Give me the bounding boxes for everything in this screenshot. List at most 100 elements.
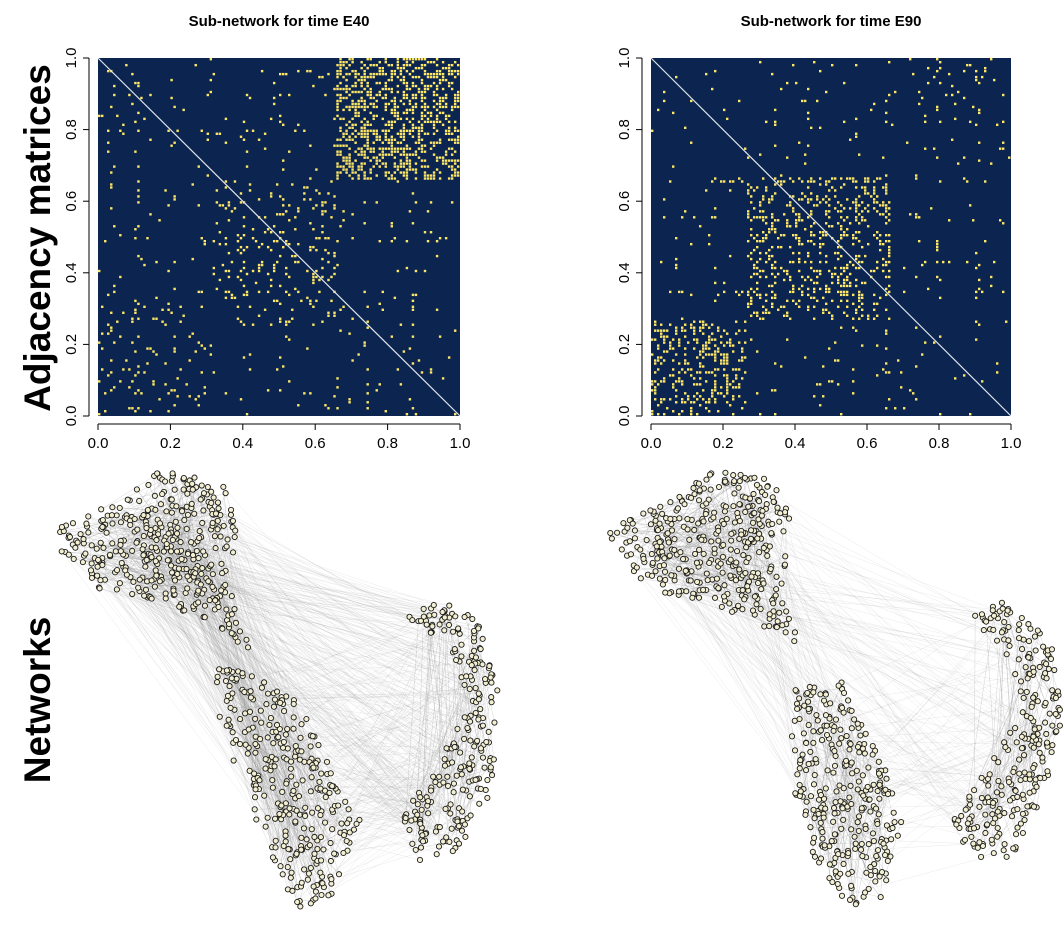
matrix-cell [393,162,397,165]
network-node [183,525,190,532]
matrix-cell [861,281,864,285]
network-node [180,475,187,482]
network-node [178,555,185,563]
matrix-cell [657,344,660,347]
network-edge [150,499,173,531]
matrix-cell [819,183,822,186]
network-edge [90,570,468,819]
matrix-cell [330,275,333,279]
network-node [416,856,424,863]
matrix-cell [837,222,840,225]
matrix-cell [149,410,152,413]
matrix-cell [885,329,888,332]
matrix-cell [399,323,403,326]
network-node [302,804,309,811]
matrix-cell [396,150,400,153]
matrix-cell [360,150,363,153]
network-edge [730,549,856,844]
matrix-cell [864,219,867,222]
matrix-cell [723,329,726,332]
network-edge [212,522,301,760]
matrix-cell [975,123,978,127]
matrix-cell [384,135,387,138]
matrix-cell [444,102,448,106]
matrix-cell [164,362,167,365]
matrix-cell [176,395,179,398]
network-node [262,765,269,772]
network-edge [310,735,440,847]
matrix-cell [441,105,445,109]
network-edge [739,503,1039,745]
matrix-cell [239,251,243,255]
matrix-cell [678,380,681,383]
matrix-cell [140,257,143,261]
network-node [191,474,198,481]
matrix-cell [915,216,918,219]
matrix-cell [390,150,394,153]
network-node [248,673,255,680]
network-edge [482,664,495,723]
matrix-cell [654,389,657,392]
matrix-cell [408,168,412,171]
matrix-cell [843,266,846,270]
network-edge [120,550,470,782]
matrix-cell [396,60,400,64]
matrix-cell [771,225,774,228]
matrix-cell [453,99,457,103]
matrix-cell [870,269,873,273]
network-edge [223,486,471,770]
matrix-cell [342,63,345,67]
matrix-cell [372,132,375,135]
matrix-cell [996,362,999,365]
matrix-cell [714,177,717,180]
network-edge [462,778,480,822]
matrix-cell [351,132,354,135]
matrix-cell [113,284,116,288]
matrix-cell [774,108,777,112]
matrix-cell [363,162,366,165]
matrix-cell [873,302,876,306]
matrix-cell [399,129,403,132]
matrix-cell [798,177,801,180]
network-node [454,725,461,733]
network-edge [208,581,457,776]
network-edge [230,725,333,810]
matrix-cell [705,380,708,383]
matrix-cell [714,266,717,270]
matrix-cell [846,216,849,219]
matrix-cell [822,308,825,311]
network-node [414,811,421,818]
network-edge [331,661,470,880]
adjacency-matrix-e90 [650,57,1012,417]
matrix-cell [846,266,849,270]
matrix-cell [846,198,849,201]
network-edge [717,561,843,708]
network-node [153,572,160,579]
network-edge [59,531,268,761]
matrix-cell [438,102,442,106]
matrix-cell [423,90,427,94]
matrix-cell [242,293,246,297]
matrix-cell [663,329,666,332]
matrix-cell [804,153,807,156]
matrix-cell [714,350,717,353]
matrix-cell [441,123,445,127]
matrix-cell [798,219,801,222]
network-edge [232,520,423,836]
matrix-cell [660,356,663,359]
matrix-cell [426,174,430,177]
network-node [152,567,159,574]
matrix-cell [714,389,717,392]
matrix-cell [279,213,282,216]
matrix-cell [309,245,312,249]
network-node [160,548,167,555]
matrix-cell [801,275,804,279]
matrix-cell [381,96,384,100]
matrix-cell [453,93,457,97]
matrix-cell [351,84,354,88]
network-edge [100,542,323,877]
matrix-cell [390,144,394,147]
matrix-cell [236,239,240,243]
matrix-cell [372,114,375,118]
network-node [487,764,494,771]
